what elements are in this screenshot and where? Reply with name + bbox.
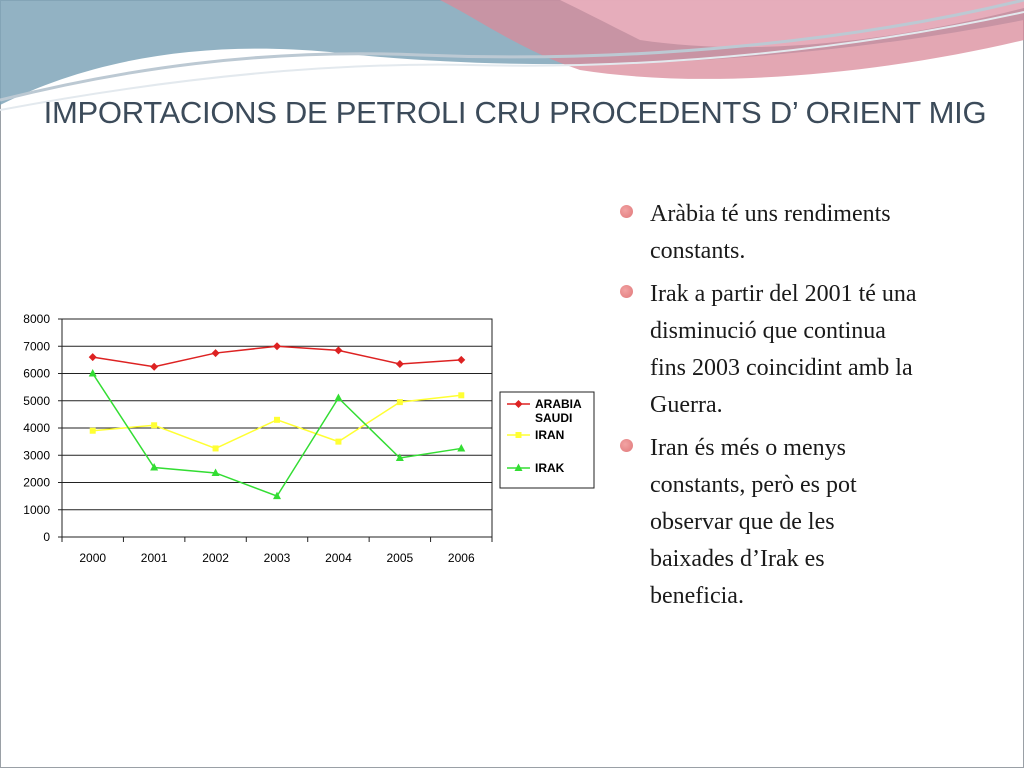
data-point <box>274 416 280 423</box>
legend-label: IRAN <box>535 428 564 442</box>
legend-marker <box>514 463 523 471</box>
data-point <box>151 422 158 429</box>
data-point <box>395 453 404 461</box>
y-tick-label: 4000 <box>23 421 50 435</box>
bullet-text: Irak a partir del 2001 té una disminució… <box>650 281 917 418</box>
bullet-text: Aràbia té uns rendiments constants. <box>650 201 891 264</box>
line-chart: 0 1000 2000 3000 4000 5000 6000 7000 8000 2000 200… <box>2 302 608 588</box>
data-point <box>211 468 220 476</box>
data-point <box>334 346 343 355</box>
x-tick-label: 2001 <box>141 551 168 565</box>
x-tick-label: 2003 <box>264 551 291 565</box>
legend-marker <box>515 432 522 438</box>
x-tick-label: 2006 <box>448 551 475 565</box>
data-point <box>212 445 219 452</box>
data-point <box>335 438 342 445</box>
y-tick-label: 3000 <box>23 448 50 462</box>
data-point <box>150 362 159 371</box>
bullet-item: Iran és més o menys constants, però es p… <box>620 430 920 615</box>
y-tick-label: 8000 <box>23 312 50 326</box>
data-point <box>457 443 466 452</box>
header-decoration <box>0 0 1024 111</box>
y-tick-label: 1000 <box>23 503 50 517</box>
slide-title: IMPORTACIONS DE PETROLI CRU PROCEDENTS D… <box>43 95 987 130</box>
legend-marker <box>514 400 523 408</box>
data-point <box>88 369 97 377</box>
bullet-list: Aràbia té uns rendiments constants. Irak… <box>620 196 920 621</box>
x-tick-label: 2004 <box>325 551 352 565</box>
data-point <box>273 491 281 500</box>
x-tick-label: 2000 <box>79 551 106 565</box>
legend-box <box>499 391 595 489</box>
y-tick-label: 7000 <box>23 339 50 353</box>
bullet-dot-icon <box>620 439 633 452</box>
x-tick-label: 2005 <box>387 551 414 565</box>
bullet-dot-icon <box>620 205 633 218</box>
data-point <box>211 349 220 358</box>
bullet-item: Aràbia té uns rendiments constants. <box>620 196 920 270</box>
legend-label: IRAK <box>535 461 565 475</box>
bullet-item: Irak a partir del 2001 té una disminució… <box>620 276 920 424</box>
data-point <box>395 359 404 368</box>
legend-label: ARABIA SAUDI <box>535 397 582 425</box>
y-tick-label: 0 <box>43 530 50 544</box>
y-tick-label: 6000 <box>23 367 50 381</box>
data-point <box>273 342 281 351</box>
data-point <box>334 393 343 402</box>
bullet-text: Iran és més o menys constants, però es p… <box>650 435 857 609</box>
data-point <box>458 392 465 399</box>
x-tick-label: 2002 <box>202 551 229 565</box>
data-point <box>88 353 97 362</box>
data-point <box>150 463 159 471</box>
data-point <box>457 355 466 364</box>
bullet-dot-icon <box>620 285 633 298</box>
data-point <box>89 427 96 434</box>
y-tick-label: 5000 <box>23 394 50 408</box>
y-tick-label: 2000 <box>23 476 50 490</box>
data-point <box>396 399 403 406</box>
